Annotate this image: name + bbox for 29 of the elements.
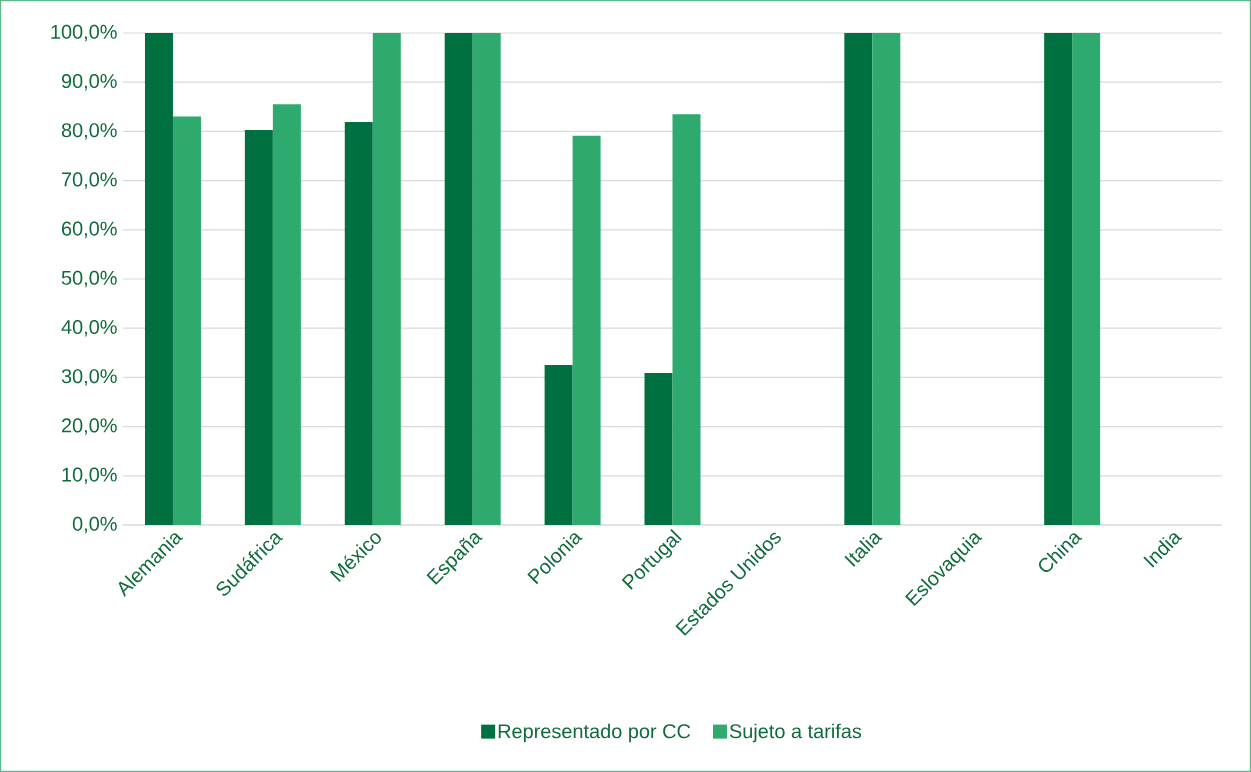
- bar: [544, 365, 573, 525]
- y-tick-label: 90,0%: [61, 73, 117, 91]
- y-tick-label: 50,0%: [61, 270, 117, 288]
- y-tick-label: 0,0%: [72, 516, 117, 534]
- y-tick-label: 100,0%: [51, 24, 117, 42]
- bar: [844, 32, 873, 525]
- y-tick-label: 40,0%: [61, 319, 117, 337]
- bar: [372, 32, 401, 525]
- bar: [444, 32, 473, 525]
- bar: [144, 32, 173, 525]
- bar: [1044, 32, 1073, 525]
- bar: [1072, 32, 1101, 525]
- bar: [872, 32, 901, 525]
- bar: [244, 129, 273, 525]
- legend-label: Sujeto a tarifas: [729, 723, 862, 743]
- legend-label: Representado por CC: [498, 723, 691, 743]
- y-tick-label: 30,0%: [61, 369, 117, 386]
- y-tick-label: 10,0%: [62, 467, 117, 485]
- bar: [172, 116, 201, 525]
- bar: [672, 114, 701, 525]
- bar: [572, 135, 601, 525]
- bar: [472, 32, 501, 525]
- y-tick-label: 20,0%: [61, 418, 117, 435]
- y-tick-label: 80,0%: [61, 123, 117, 140]
- bar: [644, 372, 673, 525]
- bar: [272, 104, 301, 525]
- y-tick-label: 60,0%: [62, 221, 117, 239]
- y-tick-label: 70,0%: [62, 172, 117, 189]
- bar: [344, 122, 373, 525]
